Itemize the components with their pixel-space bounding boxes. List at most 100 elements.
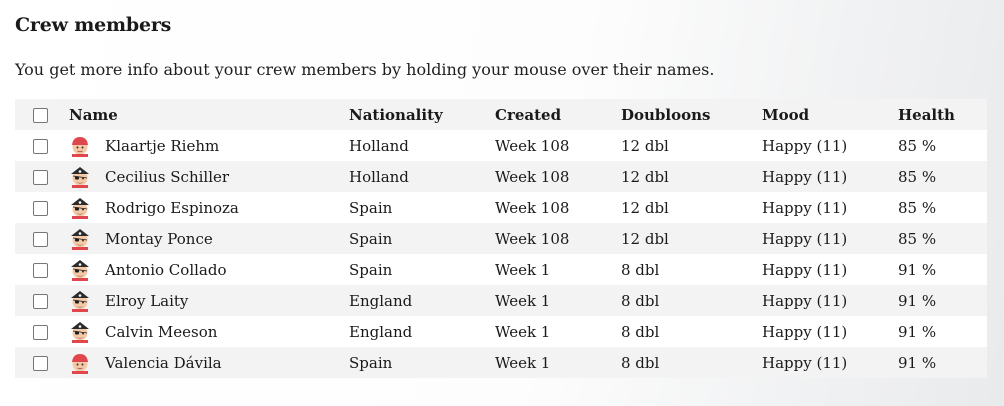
- created-cell: Week 1: [495, 353, 551, 372]
- health-cell: 85 %: [898, 229, 937, 248]
- crew-member-name[interactable]: Calvin Meeson: [105, 322, 218, 341]
- crew-member-name[interactable]: Klaartje Riehm: [105, 136, 220, 155]
- row-checkbox[interactable]: [33, 263, 48, 278]
- header-name: Name: [69, 105, 118, 124]
- mood-cell: Happy (11): [762, 291, 848, 310]
- row-checkbox[interactable]: [33, 294, 48, 309]
- intro-text: You get more info about your crew member…: [15, 60, 715, 79]
- table-row: Montay Ponce Spain Week 108 12 dbl Happy…: [15, 223, 987, 254]
- nationality-cell: England: [349, 322, 413, 341]
- female-pirate-icon: [69, 352, 91, 374]
- row-checkbox[interactable]: [33, 356, 48, 371]
- name-cell: Elroy Laity: [69, 285, 349, 316]
- doubloons-cell: 12 dbl: [621, 229, 669, 248]
- created-cell: Week 108: [495, 136, 570, 155]
- table-row: Calvin Meeson England Week 1 8 dbl Happy…: [15, 316, 987, 347]
- created-cell: Week 1: [495, 322, 551, 341]
- male-pirate-icon: [69, 290, 91, 312]
- health-cell: 85 %: [898, 167, 937, 186]
- male-pirate-icon: [69, 228, 91, 250]
- mood-cell: Happy (11): [762, 229, 848, 248]
- doubloons-cell: 8 dbl: [621, 353, 660, 372]
- name-cell: Calvin Meeson: [69, 316, 349, 347]
- row-select-cell: [15, 192, 69, 223]
- header-doubloons: Doubloons: [621, 105, 711, 124]
- select-all-checkbox[interactable]: [33, 108, 48, 123]
- health-cell: 91 %: [898, 322, 937, 341]
- created-cell: Week 108: [495, 198, 570, 217]
- doubloons-cell: 12 dbl: [621, 198, 669, 217]
- header-created: Created: [495, 105, 562, 124]
- male-pirate-icon: [69, 259, 91, 281]
- crew-table-body: Klaartje Riehm Holland Week 108 12 dbl H…: [15, 130, 987, 378]
- male-pirate-icon: [69, 321, 91, 343]
- created-cell: Week 1: [495, 260, 551, 279]
- health-cell: 85 %: [898, 136, 937, 155]
- created-cell: Week 108: [495, 229, 570, 248]
- table-header-row: Name Nationality Created Doubloons Mood …: [15, 99, 987, 130]
- doubloons-cell: 8 dbl: [621, 322, 660, 341]
- table-row: Elroy Laity England Week 1 8 dbl Happy (…: [15, 285, 987, 316]
- table-row: Antonio Collado Spain Week 1 8 dbl Happy…: [15, 254, 987, 285]
- doubloons-cell: 12 dbl: [621, 167, 669, 186]
- crew-member-name[interactable]: Rodrigo Espinoza: [105, 198, 239, 217]
- row-select-cell: [15, 223, 69, 254]
- nationality-cell: Spain: [349, 229, 393, 248]
- crew-member-name[interactable]: Cecilius Schiller: [105, 167, 230, 186]
- nationality-cell: Spain: [349, 353, 393, 372]
- row-checkbox[interactable]: [33, 201, 48, 216]
- row-select-cell: [15, 254, 69, 285]
- crew-member-name[interactable]: Antonio Collado: [105, 260, 227, 279]
- doubloons-cell: 8 dbl: [621, 291, 660, 310]
- name-cell: Valencia Dávila: [69, 347, 349, 378]
- name-cell: Antonio Collado: [69, 254, 349, 285]
- table-row: Rodrigo Espinoza Spain Week 108 12 dbl H…: [15, 192, 987, 223]
- row-select-cell: [15, 161, 69, 192]
- nationality-cell: Spain: [349, 260, 393, 279]
- crew-member-name[interactable]: Montay Ponce: [105, 229, 213, 248]
- name-cell: Cecilius Schiller: [69, 161, 349, 192]
- created-cell: Week 1: [495, 291, 551, 310]
- table-row: Valencia Dávila Spain Week 1 8 dbl Happy…: [15, 347, 987, 378]
- health-cell: 91 %: [898, 353, 937, 372]
- health-cell: 91 %: [898, 291, 937, 310]
- header-health: Health: [898, 105, 955, 124]
- crew-member-name[interactable]: Valencia Dávila: [105, 353, 222, 372]
- row-checkbox[interactable]: [33, 325, 48, 340]
- nationality-cell: England: [349, 291, 413, 310]
- name-cell: Rodrigo Espinoza: [69, 192, 349, 223]
- health-cell: 85 %: [898, 198, 937, 217]
- mood-cell: Happy (11): [762, 136, 848, 155]
- row-checkbox[interactable]: [33, 139, 48, 154]
- male-pirate-icon: [69, 197, 91, 219]
- male-pirate-icon: [69, 166, 91, 188]
- crew-table: Name Nationality Created Doubloons Mood …: [15, 99, 987, 378]
- row-select-cell: [15, 130, 69, 161]
- row-checkbox[interactable]: [33, 170, 48, 185]
- crew-member-name[interactable]: Elroy Laity: [105, 291, 189, 310]
- mood-cell: Happy (11): [762, 167, 848, 186]
- mood-cell: Happy (11): [762, 353, 848, 372]
- header-mood: Mood: [762, 105, 810, 124]
- nationality-cell: Spain: [349, 198, 393, 217]
- mood-cell: Happy (11): [762, 260, 848, 279]
- row-select-cell: [15, 285, 69, 316]
- female-pirate-icon: [69, 135, 91, 157]
- doubloons-cell: 8 dbl: [621, 260, 660, 279]
- nationality-cell: Holland: [349, 167, 409, 186]
- mood-cell: Happy (11): [762, 322, 848, 341]
- name-cell: Klaartje Riehm: [69, 130, 349, 161]
- select-all-cell: [15, 99, 69, 130]
- table-row: Cecilius Schiller Holland Week 108 12 db…: [15, 161, 987, 192]
- row-select-cell: [15, 316, 69, 347]
- row-select-cell: [15, 347, 69, 378]
- row-checkbox[interactable]: [33, 232, 48, 247]
- doubloons-cell: 12 dbl: [621, 136, 669, 155]
- health-cell: 91 %: [898, 260, 937, 279]
- header-nationality: Nationality: [349, 105, 443, 124]
- page-title: Crew members: [15, 14, 172, 36]
- table-row: Klaartje Riehm Holland Week 108 12 dbl H…: [15, 130, 987, 161]
- mood-cell: Happy (11): [762, 198, 848, 217]
- name-cell: Montay Ponce: [69, 223, 349, 254]
- created-cell: Week 108: [495, 167, 570, 186]
